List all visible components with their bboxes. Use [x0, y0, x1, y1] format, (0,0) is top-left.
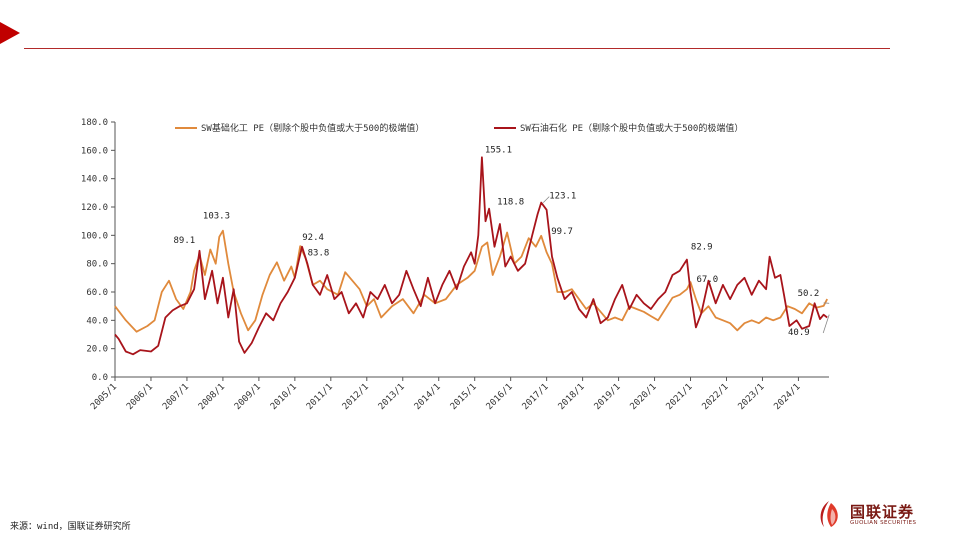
x-tick-label: 2009/1 [233, 382, 263, 412]
data-label-annotation: 99.7 [551, 227, 573, 237]
logo-subtext: GUOLIAN SECURITIES [850, 520, 917, 526]
series-line-1 [114, 156, 828, 356]
header-rule [24, 48, 890, 49]
data-label-annotation: 67.0 [697, 275, 719, 285]
x-tick-label: 2014/1 [413, 382, 443, 412]
x-tick-label: 2017/1 [521, 382, 551, 412]
data-label-annotation: 50.2 [798, 289, 820, 299]
y-tick-label: 20.0 [86, 345, 108, 355]
pe-line-chart: 0.0 20.0 40.0 60.0 80.0 100.0 120.0 140.0 160.0 1… [81, 118, 830, 412]
data-label-annotation: 83.8 [308, 248, 330, 258]
annotation-leader-line [542, 196, 550, 203]
logo-mark-icon [820, 501, 838, 527]
x-tick-label: 2011/1 [305, 382, 335, 412]
x-tick-label: 2008/1 [197, 382, 227, 412]
y-tick-label: 60.0 [86, 288, 108, 298]
data-label-annotation: 123.1 [549, 192, 576, 202]
y-tick-label: 180.0 [81, 118, 108, 128]
y-tick-label: 100.0 [81, 231, 108, 241]
x-tick-label: 2020/1 [629, 382, 659, 412]
source-note: 来源：wind，国联证券研究所 [10, 522, 131, 532]
legend-label-1: SW石油石化 PE（剔除个股中负值或大于500的极端值） [520, 122, 743, 134]
x-tick-label: 2012/1 [341, 382, 371, 412]
x-tick-label: 2021/1 [665, 382, 695, 412]
data-label-annotation: 155.1 [485, 145, 512, 155]
x-tick-label: 2005/1 [89, 382, 119, 412]
series-line-0 [114, 229, 828, 333]
y-tick-label: 80.0 [86, 260, 108, 270]
data-label-annotation: 89.1 [174, 236, 196, 246]
annotation-leader-line [822, 314, 830, 334]
data-label-annotation: 40.9 [788, 328, 810, 338]
header-triangle [0, 22, 20, 44]
x-tick-label: 2022/1 [701, 382, 731, 412]
company-logo: 国联证券 GUOLIAN SECURITIES [814, 499, 944, 533]
y-tick-label: 140.0 [81, 175, 108, 185]
data-label-annotation: 82.9 [691, 243, 713, 253]
x-tick-label: 2023/1 [737, 382, 767, 412]
y-tick-label: 40.0 [86, 316, 108, 326]
x-tick-label: 2019/1 [593, 382, 623, 412]
legend-label-0: SW基础化工 PE（剔除个股中负值或大于500的极端值） [201, 122, 424, 134]
x-tick-label: 2018/1 [557, 382, 587, 412]
logo-text: 国联证券 [850, 503, 915, 521]
x-tick-label: 2013/1 [377, 382, 407, 412]
x-tick-label: 2016/1 [485, 382, 515, 412]
y-tick-label: 120.0 [81, 203, 108, 213]
x-tick-label: 2007/1 [161, 382, 191, 412]
y-tick-label: 160.0 [81, 146, 108, 156]
x-tick-label: 2006/1 [125, 382, 155, 412]
data-label-annotation: 118.8 [497, 198, 524, 208]
x-tick-label: 2010/1 [269, 382, 299, 412]
x-tick-label: 2015/1 [449, 382, 479, 412]
x-tick-label: 2024/1 [772, 382, 802, 412]
y-tick-label: 0.0 [92, 373, 108, 383]
data-label-annotation: 103.3 [203, 212, 230, 222]
data-label-annotation: 92.4 [302, 233, 324, 243]
